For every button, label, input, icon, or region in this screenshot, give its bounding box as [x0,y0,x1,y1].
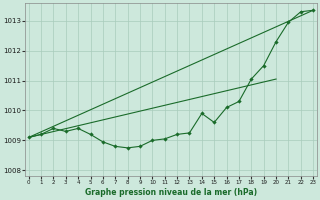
X-axis label: Graphe pression niveau de la mer (hPa): Graphe pression niveau de la mer (hPa) [85,188,257,197]
